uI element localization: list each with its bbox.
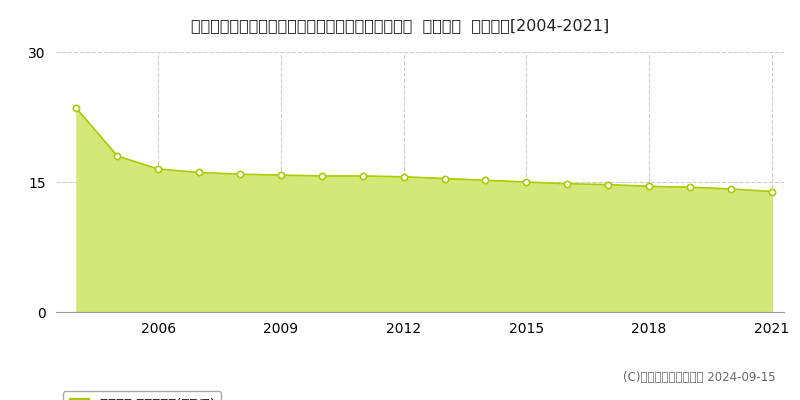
Legend: 地価公示 平均坪単価(万円/坪): 地価公示 平均坪単価(万円/坪)	[62, 391, 221, 400]
Text: (C)土地価格ドットコム 2024-09-15: (C)土地価格ドットコム 2024-09-15	[623, 371, 776, 384]
Text: 愛知県知多郡南知多町大字内海字亥新田１１９番外  地価公示  地価推移[2004-2021]: 愛知県知多郡南知多町大字内海字亥新田１１９番外 地価公示 地価推移[2004-2…	[191, 18, 609, 33]
